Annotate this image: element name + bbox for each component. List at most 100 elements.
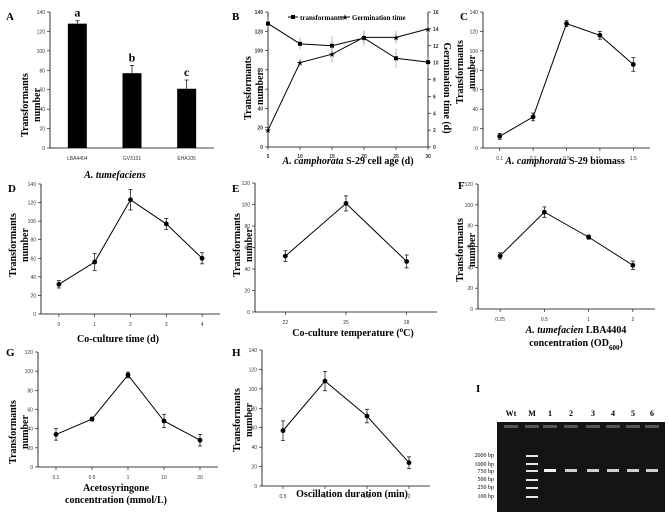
panel-a-xtick-label-0: LBA4404 — [67, 156, 88, 162]
panel-h-ytick-label-6: 120 — [249, 367, 258, 373]
panel-letter-c: C — [460, 11, 468, 23]
panel-c-xtick-label-3: 1 — [599, 156, 602, 162]
panel-e-xtick-label-1: 25 — [343, 320, 349, 326]
gel-marker-label-2: 750 bp — [478, 469, 495, 475]
panel-b-xlabel-rest: S-29 cell age (d) — [344, 156, 414, 167]
panel-d-point-1 — [92, 259, 98, 265]
panel-b-point-transformants-5 — [426, 60, 430, 65]
panel-b-xtick-label-0: 5 — [267, 154, 270, 160]
panel-g-ytick-label-5: 100 — [25, 369, 34, 375]
panel-letter-f: F — [458, 180, 465, 192]
panel-c-xtick-label-2: 0.5 — [563, 156, 570, 162]
panel-c-point-0 — [497, 133, 503, 139]
panel-letter-a: A — [6, 11, 14, 23]
panel-b-xtick-label-2: 15 — [329, 154, 335, 160]
panel-e-xlabel-a: Co-culture temperature ( — [292, 328, 400, 339]
panel-f-ylabel-line1: Transformants — [455, 218, 466, 282]
panel-h-ytick-label-4: 80 — [251, 406, 257, 412]
panel-d-point-2 — [128, 197, 133, 203]
panel-f-xlabel-italic: A. tumefacien — [525, 325, 584, 336]
panel-d-ylabel-line1: Transformants — [8, 213, 19, 277]
panel-f-point-0 — [497, 253, 503, 259]
panel-d-ytick-label-1: 20 — [30, 293, 36, 299]
legend-label-germination: Germination time — [352, 14, 405, 22]
panel-e-point-2 — [404, 259, 410, 264]
panel-h-plot: 0 20 40 60 80 100 120 140 0.5 1 1.5 2 — [249, 348, 430, 500]
gel-ladder-band-0 — [526, 455, 538, 457]
panel-f: F Transformants number A. tumefacien LBA… — [455, 180, 655, 352]
gel-well-4 — [586, 425, 600, 428]
panel-b-legend: transformants ★ Germination time — [288, 13, 405, 22]
panel-f-xtick-label-3: 2 — [631, 317, 634, 323]
panel-c-xlabel-italic: A. camphorata — [504, 156, 566, 167]
panel-a-ytick-label-5: 100 — [37, 49, 46, 55]
panel-h-ylabel-line1: Transformants — [232, 388, 243, 452]
panel-letter-b: B — [232, 11, 240, 23]
legend-marker-transformants — [291, 15, 295, 19]
gel-lane-label-6: 5 — [631, 409, 635, 418]
panel-e-ytick-label-6: 120 — [242, 181, 251, 187]
gel-sample-band-4 — [607, 469, 619, 472]
panel-b-xtick-label-1: 10 — [297, 154, 303, 160]
panel-e-xlabel-sup: o — [400, 326, 404, 334]
panel-e-ytick-label-1: 20 — [244, 289, 250, 295]
gel-well-2 — [543, 425, 557, 428]
gel-lane-label-4: 3 — [591, 409, 595, 418]
panel-b-y2tick-label-0: 0 — [433, 145, 436, 151]
panel-d-ytick-label-0: 0 — [33, 312, 36, 318]
panel-b-xlabel: A. camphorata S-29 cell age (d) — [281, 156, 413, 167]
panel-h-xtick-label-2: 1.5 — [364, 494, 371, 500]
gel-well-5 — [606, 425, 620, 428]
panel-g-point-1 — [89, 416, 95, 422]
panel-b-point-germination-1: ★ — [296, 59, 303, 68]
panel-g: G Transformants number Acetosyringone co… — [6, 347, 218, 506]
gel-well-7 — [645, 425, 659, 428]
panel-e-ytick-label-3: 60 — [244, 246, 250, 252]
panel-c-point-4 — [630, 62, 636, 67]
panel-a-ytick-label-4: 80 — [39, 68, 45, 74]
panel-f-point-3 — [630, 262, 636, 268]
panel-f-xtick-label-2: 1 — [587, 317, 590, 323]
panel-f-ytick-label-4: 80 — [467, 224, 473, 230]
panel-e-ytick-label-4: 80 — [244, 224, 250, 230]
panel-d-ytick-label-6: 120 — [28, 201, 37, 207]
gel-sample-band-3 — [587, 469, 599, 472]
panel-d: D Transformants number Co-culture time (… — [8, 182, 220, 345]
panel-f-ytick-label-2: 40 — [467, 265, 473, 271]
panel-g-ytick-label-4: 80 — [27, 388, 33, 394]
panel-e-xtick-label-0: 22 — [283, 320, 289, 326]
panel-b-y2tick-label-7: 14 — [433, 27, 439, 33]
panel-f-plot: 0 20 40 60 80 100 120 0.25 0.5 1 2 — [465, 182, 655, 323]
panel-g-ytick-label-1: 20 — [27, 446, 33, 452]
panel-g-xtick-label-1: 0.5 — [89, 475, 96, 481]
panel-e-ytick-label-2: 40 — [244, 267, 250, 273]
panel-e-ylabel-line1: Transformants — [232, 213, 243, 277]
panel-f-xlabel-line2: concentration (OD600) — [529, 338, 623, 352]
panel-g-ylabel-line1: Transformants — [8, 400, 19, 464]
panel-d-ytick-label-5: 100 — [28, 219, 37, 225]
panel-h-ytick-label-5: 100 — [249, 387, 258, 393]
panel-h-ytick-label-7: 140 — [249, 348, 258, 354]
panel-c: C Transformants number A. camphorata S-2… — [455, 10, 650, 167]
panel-e-point-1 — [343, 201, 349, 206]
panel-f-ytick-label-0: 0 — [470, 307, 473, 313]
gel-well-1 — [525, 425, 539, 428]
panel-g-xlabel-line2: concentration (mmol/L) — [65, 495, 167, 506]
panel-c-xtick-label-4: 1.5 — [630, 156, 637, 162]
panel-b-point-germination-4: ★ — [392, 33, 399, 42]
panel-a-sig-label-2: c — [184, 65, 190, 79]
panel-h-point-1 — [322, 378, 328, 384]
gel-marker-label-5: 100 bp — [478, 494, 495, 500]
panel-b: B Transformants number Germination time … — [232, 10, 452, 167]
panel-letter-h: H — [232, 347, 241, 359]
panel-letter-i: I — [476, 383, 480, 395]
panel-a: A Transformants number A. tumefaciens 0 2… — [6, 6, 214, 181]
panel-d-xtick-label-1: 1 — [93, 322, 96, 328]
panel-f-xlabel2-b: ) — [619, 338, 622, 349]
panel-letter-e: E — [232, 183, 239, 195]
panel-c-ytick-label-6: 120 — [470, 29, 479, 35]
panel-e-ylabel-line2: number — [244, 228, 255, 262]
panel-b-ylabel-line1: Transformants — [243, 56, 254, 120]
panel-g-series-line — [55, 374, 201, 441]
